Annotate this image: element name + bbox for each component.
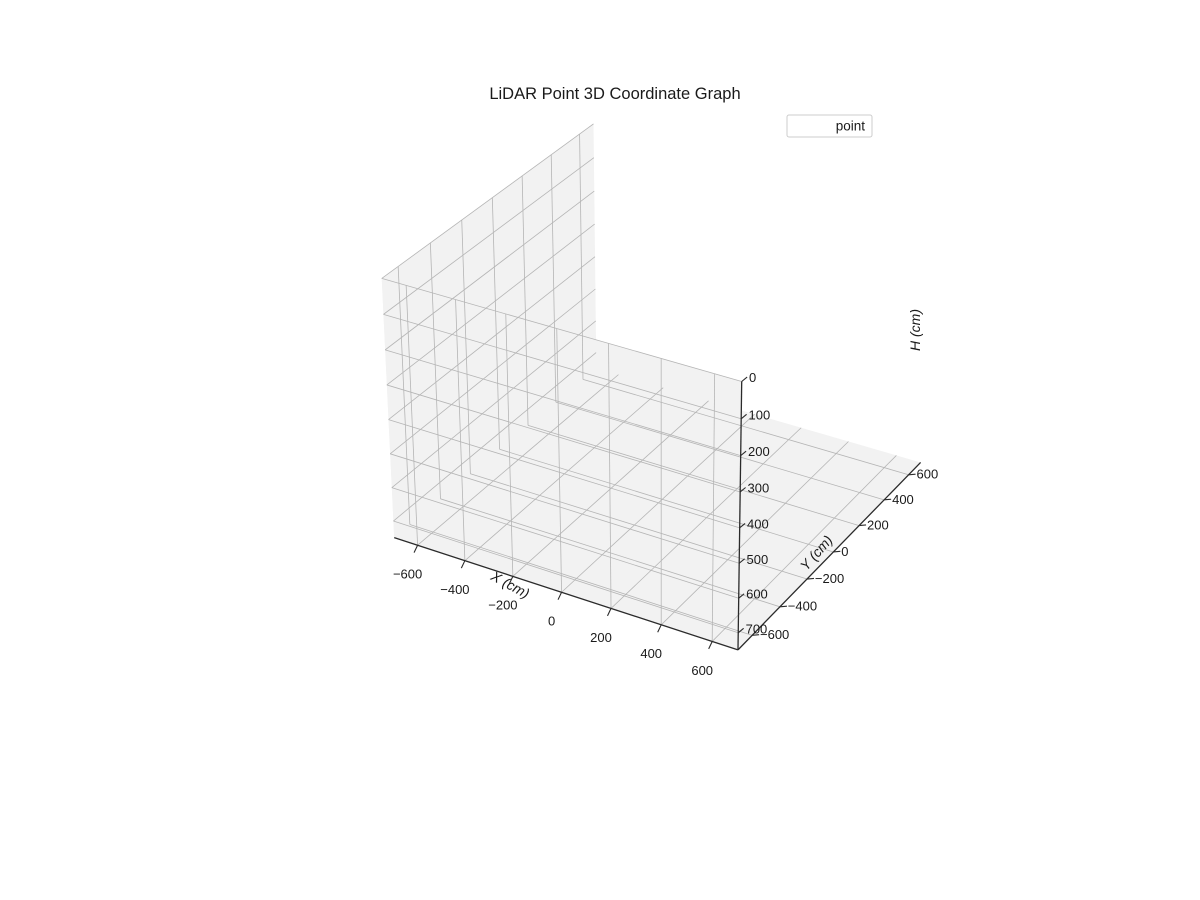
svg-text:700: 700	[746, 621, 768, 636]
svg-text:−400: −400	[440, 582, 469, 597]
svg-text:300: 300	[748, 481, 770, 496]
svg-text:200: 200	[867, 518, 889, 533]
svg-text:0: 0	[548, 614, 555, 629]
svg-text:0: 0	[749, 370, 756, 385]
svg-text:−400: −400	[788, 599, 817, 614]
svg-text:H (cm): H (cm)	[907, 309, 923, 351]
svg-text:LiDAR Point 3D Coordinate Grap: LiDAR Point 3D Coordinate Graph	[489, 85, 740, 103]
svg-text:600: 600	[691, 663, 713, 678]
svg-text:400: 400	[892, 492, 914, 507]
svg-text:100: 100	[749, 407, 771, 422]
svg-text:−600: −600	[393, 567, 422, 582]
svg-text:−200: −200	[488, 598, 517, 613]
svg-text:600: 600	[917, 467, 939, 482]
svg-text:500: 500	[747, 552, 769, 567]
svg-text:−200: −200	[815, 571, 844, 586]
svg-text:200: 200	[590, 630, 612, 645]
svg-text:0: 0	[841, 544, 848, 559]
svg-text:600: 600	[746, 587, 768, 602]
svg-text:point: point	[836, 119, 866, 134]
svg-text:200: 200	[748, 444, 770, 459]
svg-text:400: 400	[747, 516, 769, 531]
svg-text:400: 400	[640, 646, 662, 661]
